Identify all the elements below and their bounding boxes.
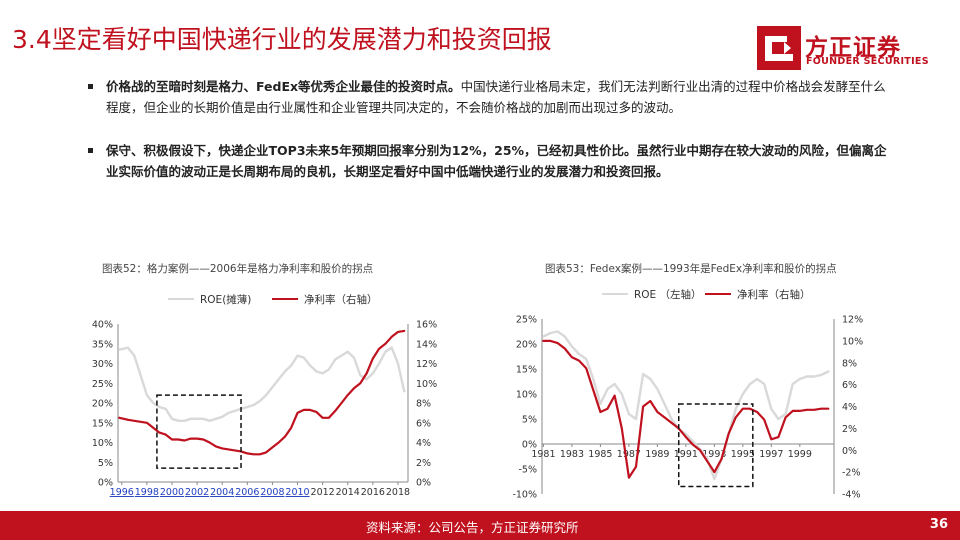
x-tick-label: 2016: [361, 487, 385, 498]
logo-english-name: FOUNDER SECURITIES: [806, 56, 929, 67]
bullet-item: 保守、积极假设下，快递企业TOP3未来5年预期回报率分别为12%，25%，已经初…: [88, 140, 888, 182]
y-left-tick-label: 40%: [92, 320, 113, 331]
chart-caption-fedex: 图表53：Fedex案例——1993年是FedEx净利率和股价的拐点: [545, 263, 837, 275]
y-right-tick-label: 8%: [416, 399, 431, 410]
y-right-tick-label: 4%: [842, 402, 857, 413]
y-right-tick-label: 10%: [842, 336, 863, 347]
x-tick-label: 2012: [311, 487, 335, 498]
x-tick-label: 1999: [788, 449, 812, 460]
y-right-tick-label: 12%: [842, 315, 863, 326]
x-tick-label: 1996: [110, 487, 134, 498]
x-tick-label: 1991: [674, 449, 698, 460]
y-left-tick-label: 10%: [516, 390, 537, 401]
bullet-bold-text: 保守、积极假设下，快递企业TOP3未来5年预期回报率分别为12%，25%，已经初…: [106, 143, 887, 179]
y-left-tick-label: 0%: [98, 478, 113, 489]
founder-logo-icon: [757, 26, 801, 70]
bullet-square-icon: [88, 148, 93, 153]
x-tick-label: 2010: [285, 487, 309, 498]
bullet-list: 价格战的至暗时刻是格力、FedEx等优秀企业最佳的投资时点。中国快递行业格局未定…: [88, 76, 888, 182]
bullet-item: 价格战的至暗时刻是格力、FedEx等优秀企业最佳的投资时点。中国快递行业格局未定…: [88, 76, 888, 118]
logo: 方正证券 FOUNDER SECURITIES: [757, 26, 929, 72]
y-left-tick-label: 25%: [92, 379, 113, 390]
y-right-tick-label: 0%: [842, 446, 857, 457]
x-tick-label: 1997: [759, 449, 783, 460]
y-right-tick-label: 2%: [842, 424, 857, 435]
x-tick-label: 1995: [731, 449, 755, 460]
y-right-tick-label: 8%: [842, 358, 857, 369]
net-margin-line: [118, 329, 406, 456]
page-number: 36: [929, 517, 948, 532]
roe-line: [118, 346, 406, 423]
legend-label: ROE(摊薄): [200, 293, 251, 306]
y-right-tick-label: 16%: [416, 320, 437, 331]
x-tick-label: 2000: [160, 487, 184, 498]
legend-label: 净利率（右轴）: [737, 288, 811, 301]
y-right-tick-label: -2%: [842, 468, 861, 479]
y-left-tick-label: 15%: [516, 365, 537, 376]
x-tick-label: 2002: [185, 487, 209, 498]
y-left-tick-label: 5%: [98, 458, 113, 469]
y-left-tick-label: 0%: [522, 440, 537, 451]
y-right-tick-label: 0%: [416, 478, 431, 489]
highlight-box: [156, 394, 242, 469]
y-left-tick-label: 30%: [92, 359, 113, 370]
slide-title: 3.4坚定看好中国快递行业的发展潜力和投资回报: [12, 25, 552, 54]
x-tick-label: 1998: [135, 487, 159, 498]
y-right-tick-label: 2%: [416, 458, 431, 469]
x-tick-label: 1989: [645, 449, 669, 460]
x-tick-label: 2008: [260, 487, 284, 498]
x-tick-label: 2018: [386, 487, 410, 498]
y-left-tick-label: 20%: [92, 399, 113, 410]
legend-label: ROE （左轴）: [634, 288, 702, 301]
x-tick-label: 1981: [531, 449, 555, 460]
bullet-square-icon: [88, 84, 93, 89]
y-right-tick-label: 4%: [416, 438, 431, 449]
legend-label: 净利率（右轴）: [304, 293, 378, 306]
source-note: 资料来源：公司公告，方正证券研究所: [366, 520, 579, 535]
logo-chinese-name: 方正证券: [805, 35, 901, 61]
y-right-tick-label: 6%: [842, 380, 857, 391]
fedex-line-chart: ROE （左轴） 净利率（右轴） -10% -5% 0% 5% 10% 15% 20% 25% -4…: [512, 288, 863, 501]
y-left-tick-label: 20%: [516, 340, 537, 351]
y-left-tick-label: 10%: [92, 438, 113, 449]
gree-line-chart: ROE(摊薄) 净利率（右轴） 0% 5% 10% 15% 20% 25% 30% 35% 40% 0…: [92, 293, 437, 498]
y-right-tick-label: -4%: [842, 490, 861, 501]
y-right-tick-label: 10%: [416, 379, 437, 390]
x-tick-label: 2014: [336, 487, 360, 498]
y-left-tick-label: 35%: [92, 339, 113, 350]
highlight-box: [677, 403, 754, 488]
chart-caption-gree: 图表52：格力案例——2006年是格力净利率和股价的拐点: [102, 263, 374, 275]
y-left-tick-label: 5%: [522, 415, 537, 426]
x-tick-label: 2004: [210, 487, 234, 498]
bullet-body-text: 中国快递行业格局未定，我们无法判断行业出清的过程中价格战会发酵至什么程度，但企业…: [106, 79, 886, 115]
net-margin-line: [542, 339, 830, 479]
y-right-tick-label: 14%: [416, 339, 437, 350]
x-tick-label: 2006: [235, 487, 259, 498]
bullet-bold-text: 价格战的至暗时刻是格力、FedEx等优秀企业最佳的投资时点。: [106, 79, 461, 94]
y-right-tick-label: 12%: [416, 359, 437, 370]
x-tick-label: 1985: [588, 449, 612, 460]
x-tick-label: 1983: [560, 449, 584, 460]
y-right-tick-label: 6%: [416, 418, 431, 429]
y-left-tick-label: 15%: [92, 418, 113, 429]
roe-line: [542, 330, 830, 481]
x-tick-label: 1993: [702, 449, 726, 460]
x-tick-label: 1987: [617, 449, 641, 460]
y-left-tick-label: -5%: [519, 465, 538, 476]
y-left-tick-label: -10%: [512, 490, 537, 501]
y-left-tick-label: 25%: [516, 315, 537, 326]
footer-bar: 资料来源：公司公告，方正证券研究所 36: [0, 511, 960, 540]
